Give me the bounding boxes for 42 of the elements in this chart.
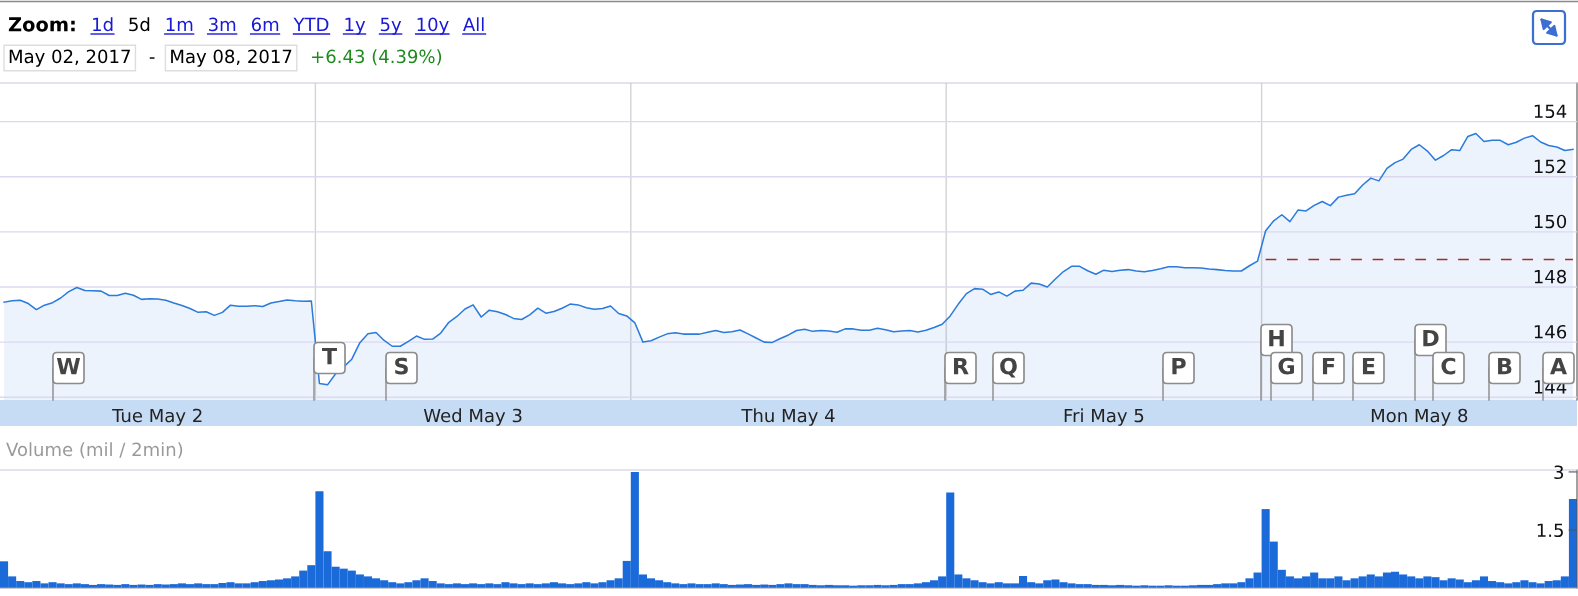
y-tick-label: 1.5 (1537, 523, 1563, 538)
annotation: R (953, 357, 969, 375)
y-tick-label: 146 (1534, 324, 1567, 339)
text: 1d (93, 17, 113, 32)
annotation: S (395, 357, 408, 375)
annotation: T (322, 347, 337, 365)
x-tick-label: Thu May 4 (741, 408, 835, 426)
y-tick-label: 152 (1534, 159, 1566, 174)
text: 3m (209, 17, 236, 32)
text: All (463, 17, 484, 31)
text: Zoom: (8, 17, 75, 32)
x-tick-label: Wed May 3 (423, 408, 522, 426)
chart-title: Volume (mil / 2min) (6, 442, 183, 459)
annotation: C (1441, 357, 1456, 375)
x-tick-label: Fri May 5 (1064, 408, 1144, 426)
x-tick-label: Tue May 2 (112, 408, 202, 426)
y-tick-label: 148 (1534, 269, 1567, 284)
annotation: H (1269, 329, 1284, 347)
text: - (149, 57, 155, 59)
annotation: Q (1000, 357, 1017, 378)
annotation: D (1423, 329, 1439, 347)
text: YTD (293, 17, 329, 31)
text: May 08, 2017 (171, 49, 292, 67)
annotation: E (1362, 357, 1375, 375)
annotation: B (1498, 357, 1512, 375)
annotation: W (56, 357, 81, 375)
text: 10y (417, 17, 449, 35)
text: May 02, 2017 (9, 49, 130, 67)
text: +6.43 (4.39%) (312, 49, 442, 66)
y-tick-label: 150 (1534, 214, 1567, 229)
y-tick-label: 3 (1554, 465, 1564, 480)
annotation: A (1550, 357, 1567, 375)
annotation: F (1322, 357, 1335, 375)
annotation: P (1172, 357, 1186, 375)
text: 6m (251, 17, 279, 32)
x-tick-label: Mon May 8 (1371, 408, 1468, 426)
text: 1m (166, 17, 193, 31)
text: 1y (345, 17, 366, 35)
annotation: G (1278, 357, 1294, 375)
text: 5y (380, 17, 402, 35)
y-tick-label: 154 (1534, 104, 1567, 119)
text: 5d (129, 17, 150, 32)
